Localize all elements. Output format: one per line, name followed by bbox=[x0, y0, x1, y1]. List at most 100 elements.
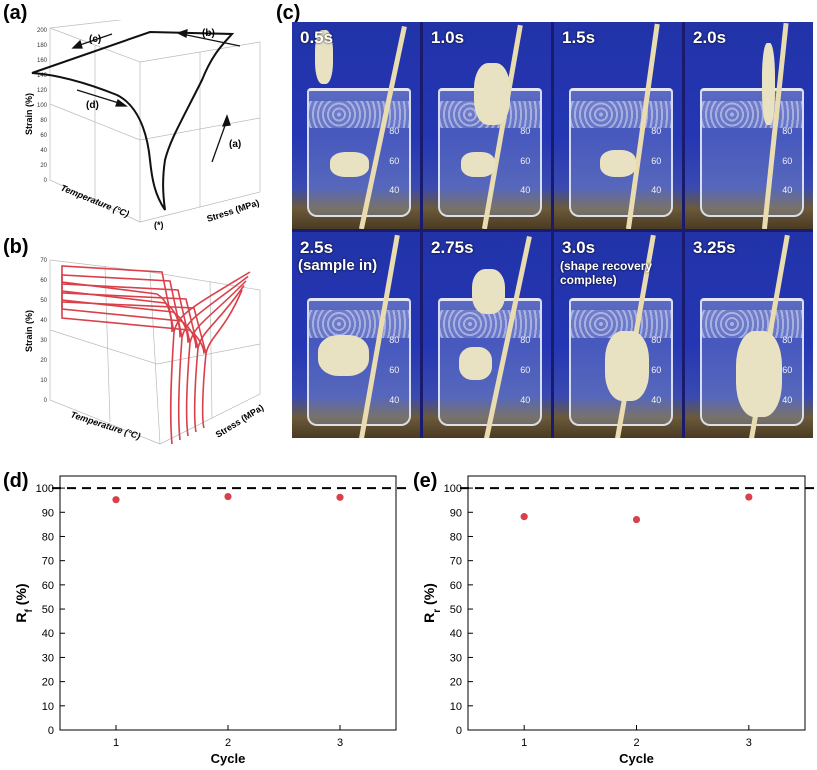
y-tick-label: 0 bbox=[48, 725, 54, 737]
panel-a-arrows bbox=[71, 29, 241, 163]
y-tick-label: 20 bbox=[42, 677, 54, 689]
y-tick-label: 20 bbox=[450, 677, 462, 689]
panel-b-ylabel: Stress (MPa) bbox=[214, 402, 266, 439]
data-point bbox=[632, 515, 641, 524]
step-label-a: (a) bbox=[229, 139, 241, 150]
z-tick: 50 bbox=[40, 298, 47, 304]
data-point bbox=[112, 496, 120, 504]
panel-b-cycle-curves bbox=[61, 265, 251, 445]
panel-a-plot: 0 20 40 60 80 100 120 140 160 180 200 St… bbox=[24, 20, 261, 230]
y-tick-label: 30 bbox=[450, 652, 462, 664]
z-tick: 70 bbox=[40, 258, 47, 264]
z-tick: 60 bbox=[40, 278, 47, 284]
panel-label-b: (b) bbox=[3, 236, 29, 258]
x-axis-label: Cycle bbox=[211, 751, 246, 766]
y-tick-label: 30 bbox=[42, 652, 54, 664]
panel-a-step-labels: (a) (b) (c) (d) (*) bbox=[86, 28, 241, 230]
x-tick-label: 1 bbox=[113, 737, 119, 749]
y-tick-label: 90 bbox=[42, 507, 54, 519]
panel-label-a: (a) bbox=[3, 2, 28, 24]
data-point bbox=[520, 513, 528, 521]
y-tick-label: 90 bbox=[450, 507, 462, 519]
z-tick: 160 bbox=[37, 58, 48, 64]
z-tick: 200 bbox=[37, 28, 48, 34]
plot-frame bbox=[59, 475, 397, 731]
y-tick-label: 10 bbox=[450, 701, 462, 713]
plot-frame bbox=[467, 475, 806, 731]
panel-a-zlabel: Strain (%) bbox=[24, 93, 34, 135]
y-axis-label: Rr (%) bbox=[421, 583, 443, 623]
cycle-curve bbox=[61, 289, 243, 429]
step-label-c: (c) bbox=[89, 34, 101, 45]
x-tick-label: 2 bbox=[633, 737, 639, 749]
y-tick-label: 0 bbox=[456, 725, 462, 737]
panel-label-e: (e) bbox=[413, 470, 438, 492]
y-tick-label: 50 bbox=[42, 604, 54, 616]
z-tick: 20 bbox=[40, 358, 47, 364]
panel-b-zticks: 0 10 20 30 40 50 60 70 bbox=[40, 258, 47, 404]
photo-frame: 80 60 40 1.5s bbox=[554, 22, 682, 229]
data-point bbox=[224, 492, 232, 501]
frame-time: 1.0s bbox=[431, 28, 465, 47]
y-tick-label: 10 bbox=[42, 701, 54, 713]
frame-time: 2.75s bbox=[431, 237, 474, 257]
photo-frame: 80 60 40 2.5s (sample in) bbox=[292, 231, 420, 438]
z-tick: 40 bbox=[40, 318, 47, 324]
z-tick: 60 bbox=[40, 133, 47, 139]
panel-b-plot: 0 10 20 30 40 50 60 70 Strain (%) Temper… bbox=[24, 258, 266, 445]
x-tick-label: 3 bbox=[337, 737, 343, 749]
z-tick: 180 bbox=[37, 43, 48, 49]
photo-frame: 80 60 40 3.25s bbox=[685, 231, 813, 438]
y-tick-label: 80 bbox=[450, 531, 462, 543]
photo-frame: 80 60 40 3.0s (shape recovery complete) bbox=[554, 231, 682, 438]
panel-d-chart: 0 10 20 30 40 50 60 70 80 90 100 1 2 3 Cycle Rf (%) bbox=[13, 475, 408, 766]
panel-e-chart: 0 10 20 30 40 50 60 70 80 90 100 1 2 3 Cycle Rr (%) bbox=[421, 475, 817, 766]
frame-time: 3.25s bbox=[693, 237, 736, 257]
y-tick-label: 40 bbox=[42, 628, 54, 640]
y-tick-label: 40 bbox=[450, 628, 462, 640]
cycle-curve bbox=[61, 285, 245, 433]
y-tick-label: 80 bbox=[42, 531, 54, 543]
z-tick: 20 bbox=[40, 163, 47, 169]
y-tick-label: 70 bbox=[42, 556, 54, 568]
z-tick: 100 bbox=[37, 103, 48, 109]
photo-frame: 80 60 40 2.0s bbox=[685, 22, 813, 229]
z-tick: 30 bbox=[40, 338, 47, 344]
z-tick: 0 bbox=[44, 398, 48, 404]
x-tick-label: 3 bbox=[746, 737, 752, 749]
photo-frame: 80 60 40 0.5s bbox=[292, 22, 420, 229]
x-tick-label: 1 bbox=[521, 737, 527, 749]
panel-a-zticks: 0 20 40 60 80 100 120 140 160 180 200 bbox=[37, 28, 48, 184]
x-axis-label: Cycle bbox=[619, 751, 654, 766]
panel-label-c: (c) bbox=[276, 2, 301, 24]
y-tick-label: 60 bbox=[450, 580, 462, 592]
cycle-curve bbox=[61, 280, 247, 437]
y-tick-label: 60 bbox=[42, 580, 54, 592]
z-tick: 120 bbox=[37, 88, 48, 94]
frame-time: 3.0s bbox=[562, 237, 596, 257]
z-tick: 40 bbox=[40, 148, 47, 154]
z-tick: 0 bbox=[44, 178, 48, 184]
frame-time: 1.5s bbox=[562, 28, 596, 47]
frame-caption: (sample in) bbox=[298, 256, 378, 274]
frame-time: 2.0s bbox=[693, 28, 727, 47]
y-tick-label: 100 bbox=[444, 483, 462, 495]
panel-b-xlabel: Temperature (°C) bbox=[69, 409, 141, 441]
y-tick-label: 50 bbox=[450, 604, 462, 616]
step-label-b: (b) bbox=[202, 28, 215, 39]
panel-a-ylabel: Stress (MPa) bbox=[206, 198, 261, 224]
y-axis-label: Rf (%) bbox=[13, 583, 35, 622]
panel-b-zlabel: Strain (%) bbox=[24, 310, 34, 352]
step-label-d: (d) bbox=[86, 100, 99, 111]
photo-frame: 80 60 40 2.75s bbox=[423, 231, 551, 438]
photo-frame: 80 60 40 1.0s bbox=[423, 22, 551, 229]
y-tick-label: 100 bbox=[36, 483, 54, 495]
frame-caption: (shape recovery complete) bbox=[560, 258, 653, 287]
y-tick-label: 70 bbox=[450, 556, 462, 568]
cycle-curve bbox=[61, 265, 251, 445]
x-tick-label: 2 bbox=[225, 737, 231, 749]
panel-c-photo-sequence: 80 60 40 0.5s 80 60 40 1.0s 80 60 40 1.5s 80 60… bbox=[292, 22, 813, 438]
z-tick: 80 bbox=[40, 118, 47, 124]
step-label-start: (*) bbox=[154, 220, 164, 230]
frame-time: 0.5s bbox=[300, 28, 334, 47]
